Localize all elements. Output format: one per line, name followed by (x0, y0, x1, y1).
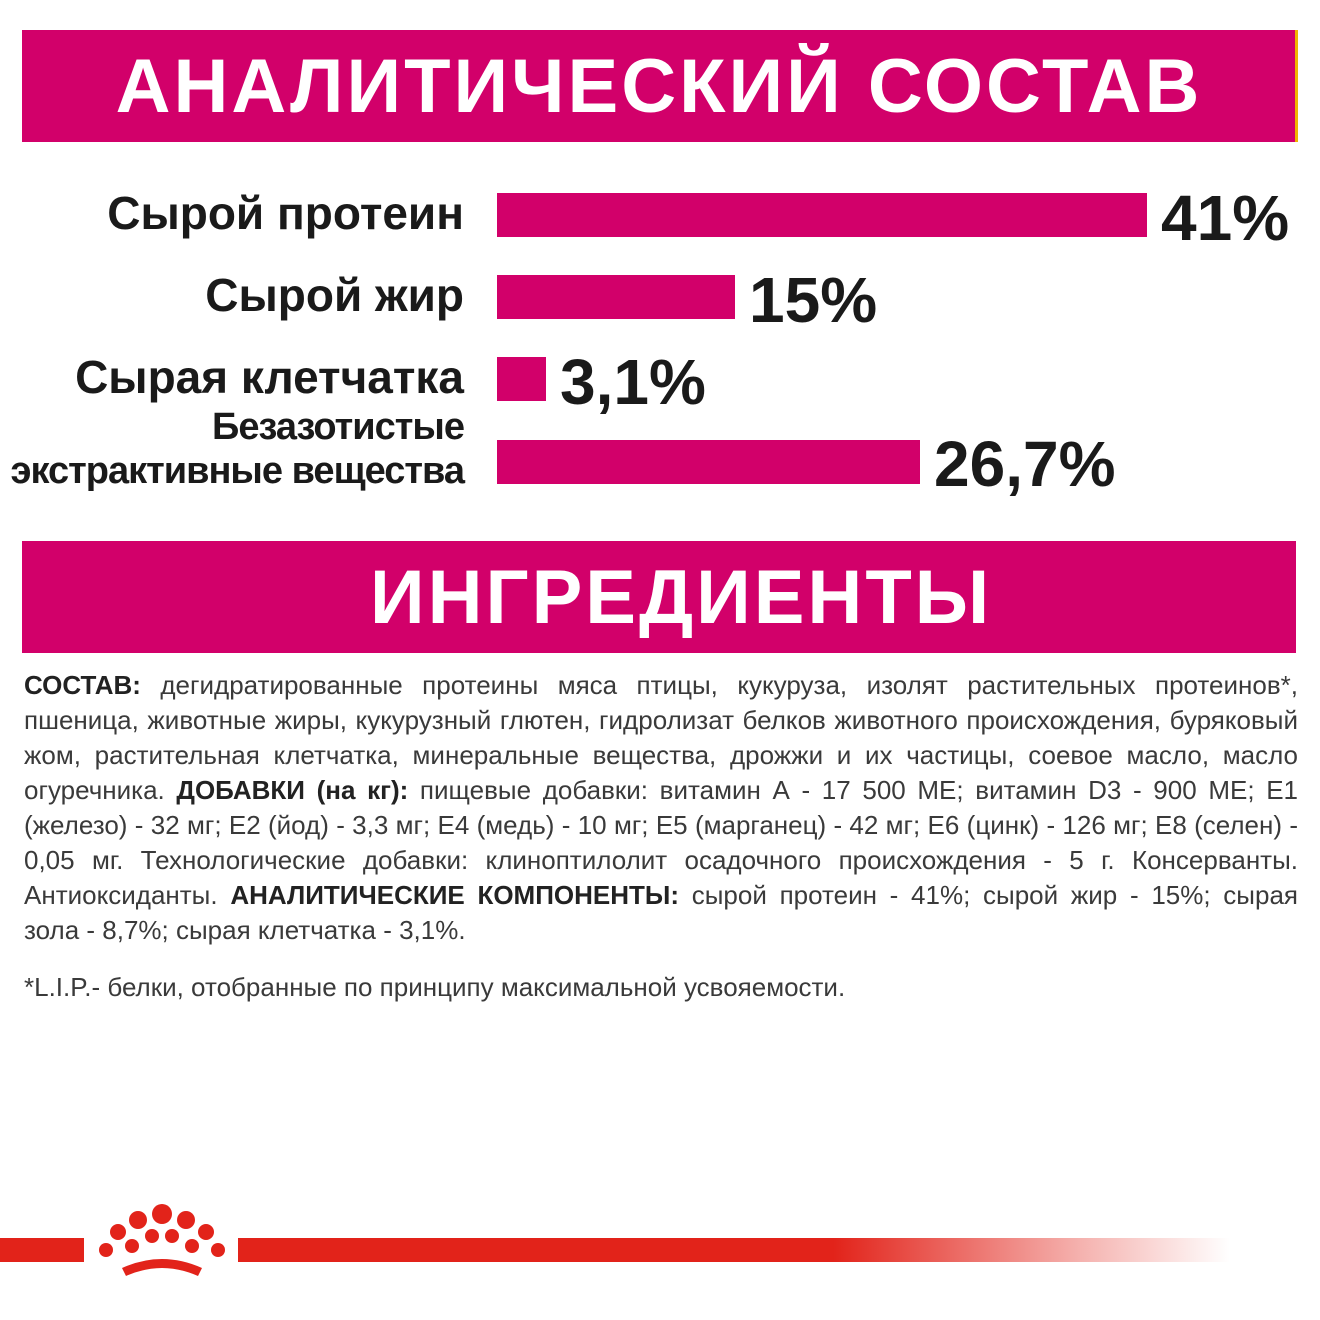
crown-icon (99, 1204, 225, 1276)
category-label-line: Сырая клетчатка (75, 351, 464, 403)
banner-accent-stripe (1295, 30, 1298, 142)
additives-label: ДОБАВКИ (на кг): (176, 775, 409, 805)
analytics-banner: АНАЛИТИЧЕСКИЙ СОСТАВ (22, 30, 1296, 142)
category-label-line: Сырой жир (205, 269, 464, 321)
analytic-components-text: сырой протеин - 41%; сырой жир - 15%; сы… (24, 880, 1298, 945)
footer-line-left (0, 1238, 84, 1262)
category-label-line: Сырой протеин (107, 187, 464, 239)
category-label: Сырой протеин (107, 190, 464, 236)
category-label-line: Безазотистые (212, 406, 465, 448)
category-label-line: экстрактивные вещества (10, 450, 465, 492)
data-label: 3,1% (560, 346, 706, 418)
footer-line-right (238, 1238, 1230, 1262)
additives-text: пищевые добавки: витамин А - 17 500 МЕ; … (24, 775, 1298, 910)
composition-text: дегидратированные протеины мяса птицы, к… (24, 670, 1298, 805)
category-label: Безазотистые экстрактивные вещества (10, 405, 465, 493)
footnote: *L.I.P.- белки, отобранные по принципу м… (24, 972, 846, 1002)
category-label: Сырая клетчатка (75, 354, 464, 400)
ingredients-title: ИНГРЕДИЕНТЫ (370, 554, 993, 640)
data-bar (497, 357, 546, 401)
data-label: 26,7% (934, 428, 1116, 500)
ingredients-paragraph: СОСТАВ: дегидратированные протеины мяса … (24, 668, 1298, 948)
ingredients-banner: ИНГРЕДИЕНТЫ (22, 541, 1296, 653)
data-label: 15% (749, 264, 878, 336)
category-label: Сырой жир (205, 272, 464, 318)
composition-label: СОСТАВ: (24, 670, 141, 700)
data-bar (497, 193, 1147, 237)
analytic-components-label: АНАЛИТИЧЕСКИЕ КОМПОНЕНТЫ: (230, 880, 680, 910)
data-bar (497, 275, 735, 319)
data-bar (497, 440, 920, 484)
data-label: 41% (1161, 182, 1290, 254)
analytics-title: АНАЛИТИЧЕСКИЙ СОСТАВ (115, 43, 1203, 129)
